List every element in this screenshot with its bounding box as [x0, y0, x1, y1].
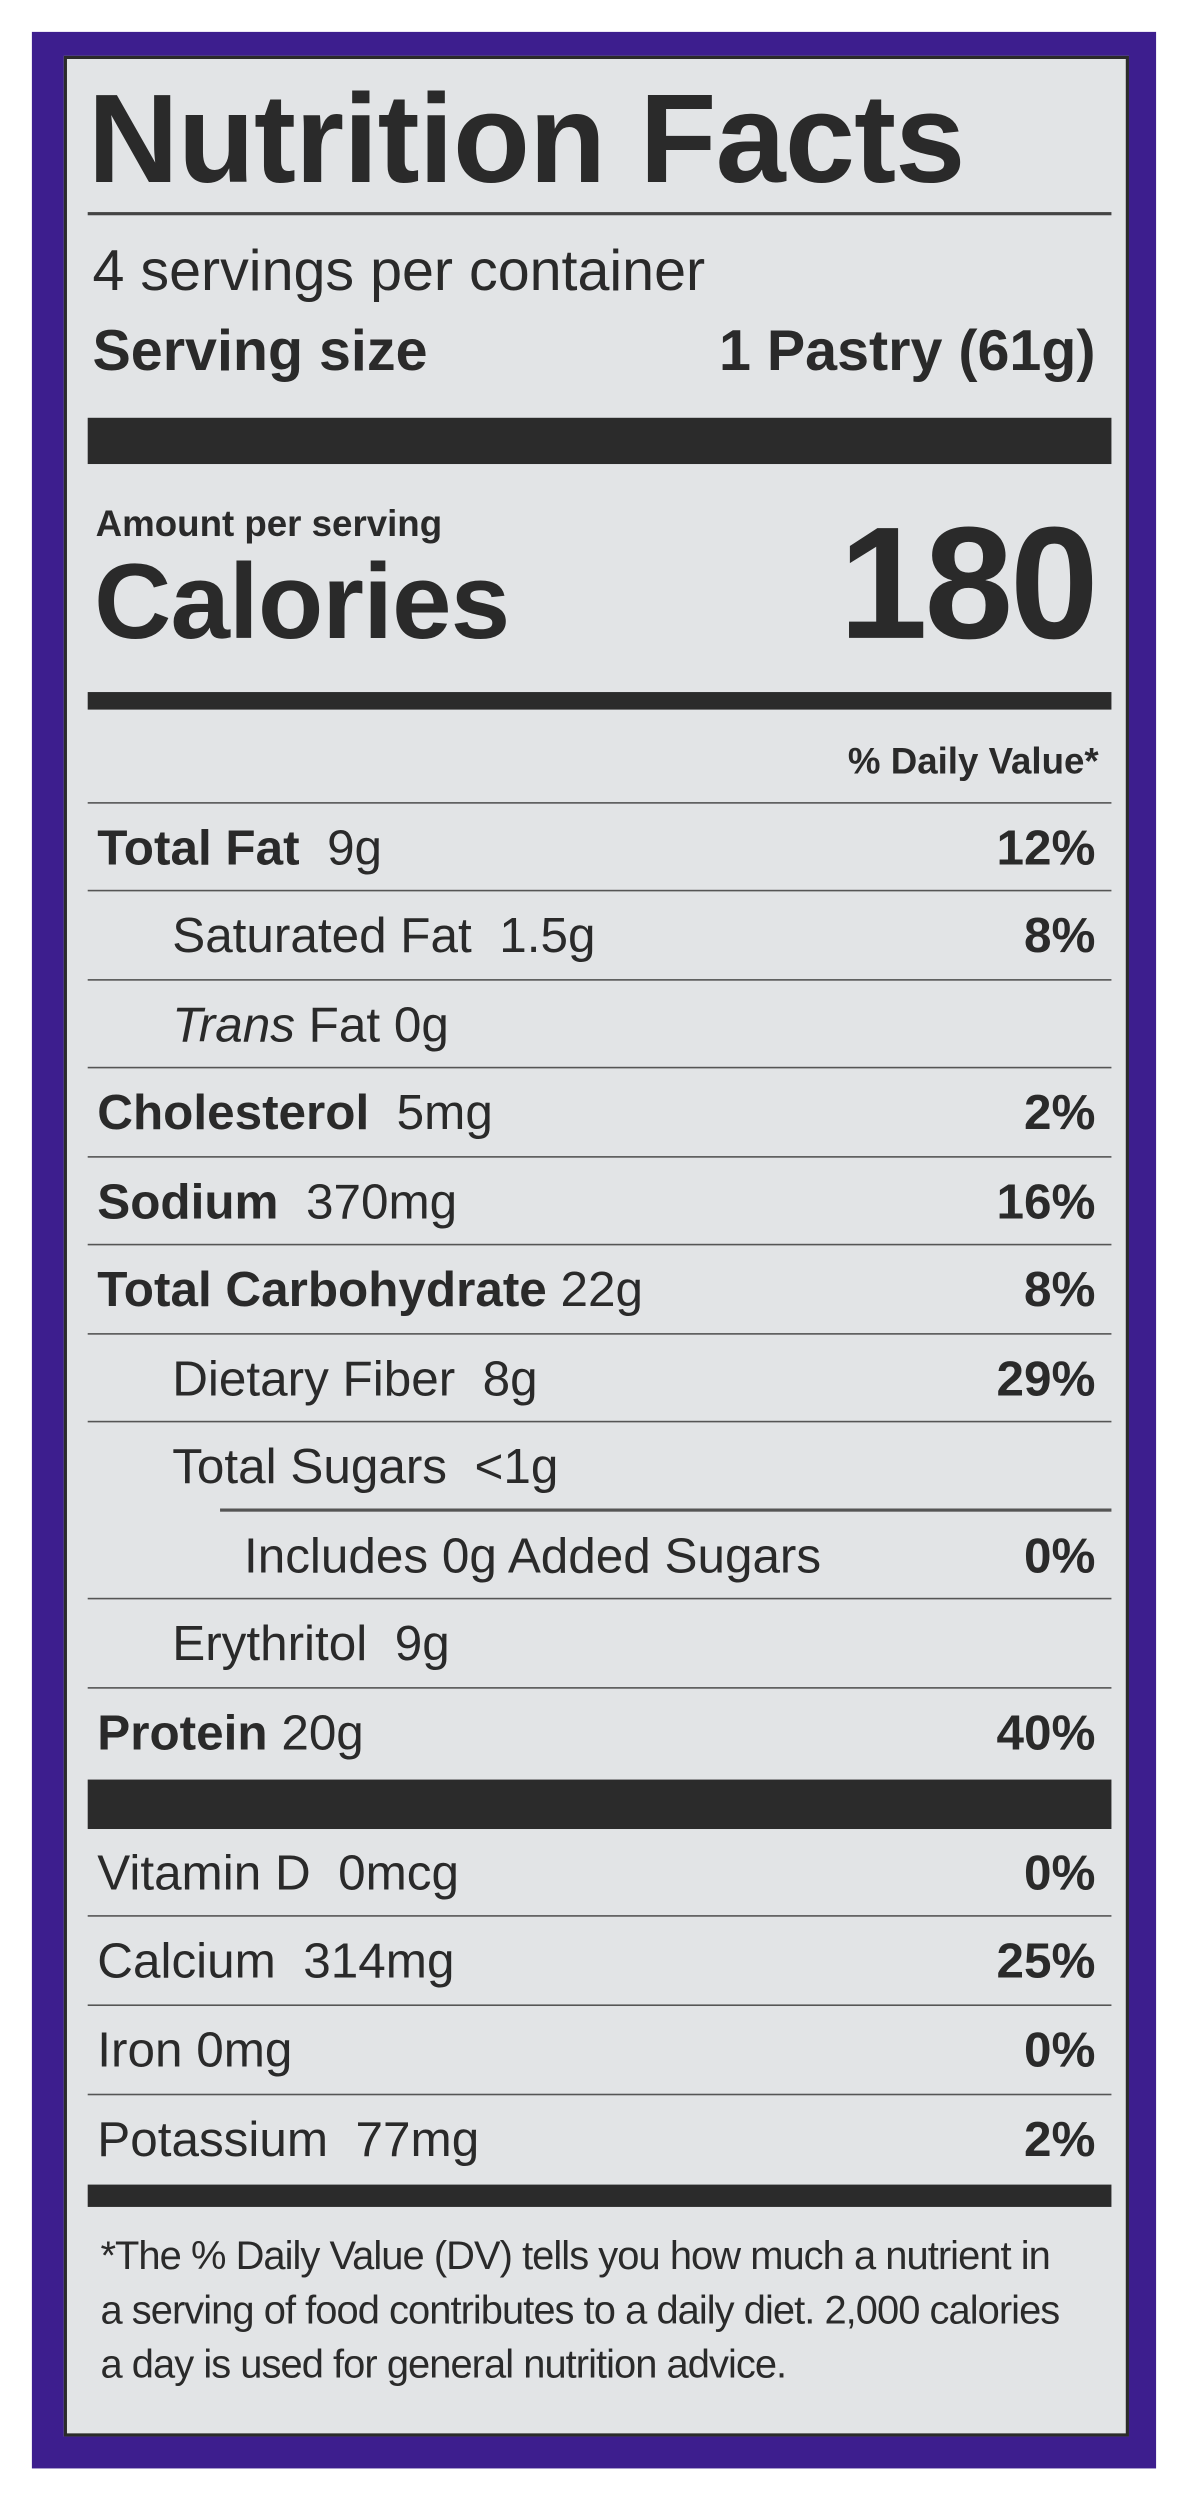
vitamin-row: Vitamin D 0mcg 0%: [87, 1828, 1112, 1918]
nutrient-row: Cholesterol 5mg 2%: [87, 1068, 1112, 1157]
medium-divider: [87, 691, 1112, 709]
nutrient-row: Erythritol 9g: [87, 1599, 1112, 1688]
nutrient-row: Dietary Fiber 8g 29%: [87, 1334, 1112, 1423]
daily-value-footnote: *The % Daily Value (DV) tells you how mu…: [100, 2233, 1060, 2387]
nutrition-facts-title: Nutrition Facts: [87, 66, 966, 209]
nutrient-row: Protein 20g 40%: [97, 1703, 1096, 1760]
amount-per-serving: Amount per serving: [95, 501, 443, 543]
nutrient-row: Total Fat 9g 12%: [87, 803, 1112, 892]
nutrient-row: Sodium 370mg 16%: [87, 1157, 1112, 1246]
calories-label: Calories: [94, 541, 510, 661]
serving-size-label: Serving size: [92, 316, 428, 382]
nutrient-row: Saturated Fat 1.5g 8%: [87, 891, 1112, 980]
nutrient-row: Includes 0g Added Sugars 0%: [87, 1511, 1112, 1600]
vitamin-row: Iron 0mg 0%: [87, 2006, 1112, 2095]
nutrient-row: Total Sugars <1g: [88, 1422, 1112, 1511]
serving-size-row: Serving size 1 Pastry (61g): [88, 312, 1112, 404]
calories-section: Amount per serving Calories 180: [88, 463, 1112, 691]
serving-size-value: 1 Pastry (61g): [718, 316, 1096, 382]
medium-divider: [87, 2183, 1112, 2207]
nutrient-row: Trans Fat 0g: [87, 980, 1112, 1069]
daily-value-header: % Daily Value*: [87, 709, 1112, 803]
package-border: Nutrition Facts 4 servings per container…: [31, 31, 1157, 2469]
divider: [87, 212, 1112, 215]
vitamin-row: Calcium 314mg 25%: [87, 1917, 1112, 2007]
calories-value: 180: [838, 493, 1099, 673]
nutrition-facts-panel: Nutrition Facts 4 servings per container…: [63, 55, 1129, 2437]
nutrient-row: Total Carbohydrate 22g 8%: [87, 1245, 1112, 1334]
thick-divider: [87, 1778, 1112, 1829]
vitamin-row: Potassium 77mg 2%: [97, 2110, 1096, 2167]
thick-divider: [87, 416, 1112, 464]
servings-per-container: 4 servings per container: [92, 236, 706, 303]
